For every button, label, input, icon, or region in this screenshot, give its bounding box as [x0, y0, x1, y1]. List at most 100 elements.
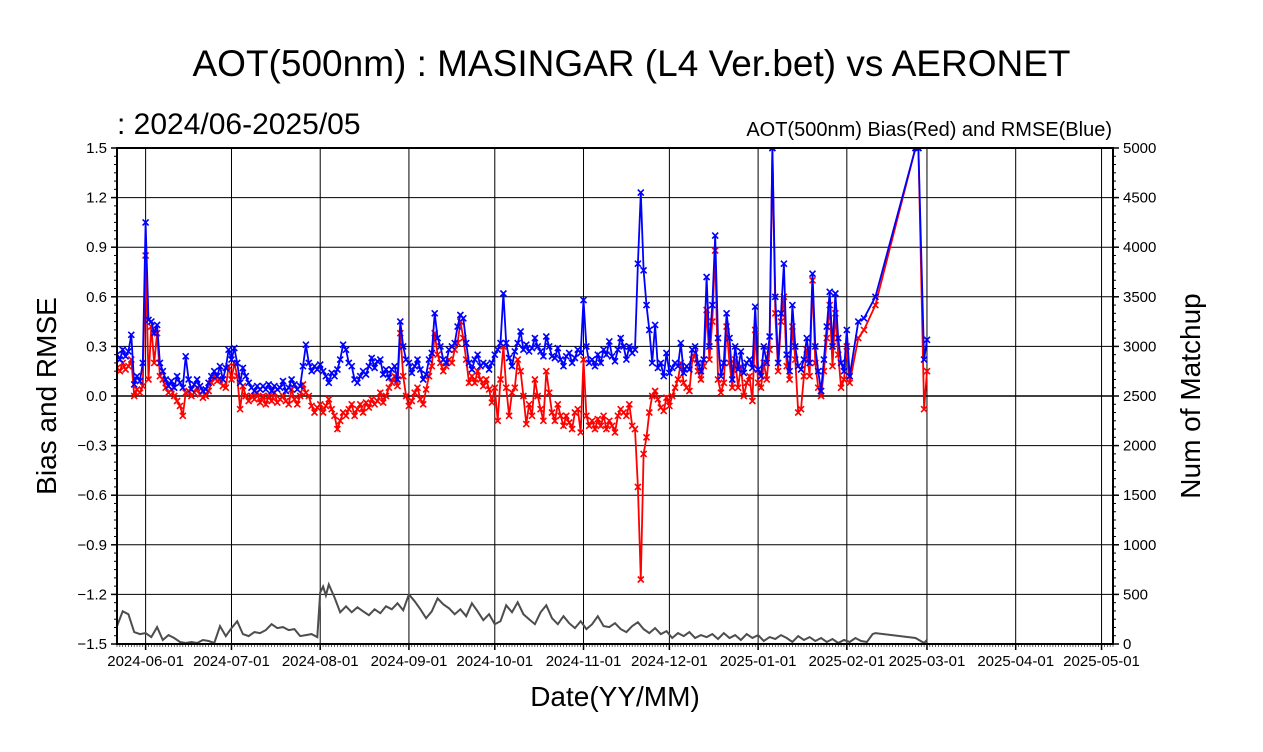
bias-point [594, 415, 602, 423]
rmse-point [786, 367, 794, 375]
bias-point [522, 420, 530, 428]
bias-point [545, 389, 553, 397]
bias-point [645, 408, 653, 417]
bias-point [416, 395, 424, 403]
rmse-point [846, 372, 854, 380]
rmse-point [202, 385, 210, 393]
gridlines [117, 148, 1113, 644]
bias-point [705, 356, 713, 364]
rmse-point [139, 359, 147, 367]
bias-point [585, 422, 593, 430]
bias-point [290, 395, 298, 403]
rmse-point [339, 341, 347, 349]
rmse-point [342, 346, 350, 354]
rmse-point [227, 356, 236, 364]
rmse-point [768, 148, 776, 152]
rmse-point [660, 372, 668, 380]
bias-point [468, 372, 476, 380]
y2-tick-label: 5000 [1123, 140, 1156, 157]
rmse-point [697, 367, 705, 375]
bias-point [236, 405, 244, 413]
rmse-point [823, 323, 831, 331]
bias-point [562, 412, 570, 420]
bias-point [422, 385, 430, 393]
rmse-point [522, 341, 530, 349]
bias-point [600, 412, 608, 420]
rmse-point [428, 349, 436, 357]
bias-point [685, 387, 693, 395]
bias-point [651, 387, 659, 395]
y-tick-label: 1.5 [86, 140, 107, 157]
rmse-point [299, 362, 307, 370]
chart-title: AOT(500nm) : MASINGAR (L4 Ver.bet) vs AE… [192, 43, 1071, 84]
rmse-point [465, 359, 473, 367]
bias-point [342, 412, 350, 420]
rmse-point [662, 349, 671, 357]
rmse-point [602, 351, 610, 359]
rmse-point [422, 370, 430, 379]
bias-point [328, 405, 336, 413]
bias-point [362, 399, 370, 407]
x-tick-label: 2024-09-01 [371, 653, 448, 670]
rmse-point [207, 372, 215, 380]
bias-point [697, 375, 705, 384]
bias-point [622, 412, 630, 420]
bias-point [382, 392, 390, 400]
y2-tick-label: 2000 [1123, 438, 1156, 455]
bias-point [124, 362, 132, 370]
bias-point [379, 399, 387, 407]
bias-point [828, 362, 837, 370]
bias-point [605, 417, 613, 425]
bias-point [502, 384, 510, 392]
bias-point [528, 412, 536, 420]
bias-point [800, 372, 808, 380]
bias-point [511, 384, 519, 392]
y2-tick-label: 3000 [1123, 338, 1156, 355]
bias-point [648, 392, 656, 400]
bias-point [537, 405, 545, 413]
y-tick-label: −0.9 [77, 537, 107, 554]
rmse-point [680, 369, 688, 377]
bias-point [542, 367, 550, 375]
rmse-point [631, 346, 639, 354]
rmse-point [625, 342, 633, 350]
bias-point [660, 407, 668, 415]
rmse-point [791, 342, 799, 350]
bias-point [539, 417, 547, 425]
bias-point [259, 392, 267, 400]
bias-point [837, 384, 845, 392]
bias-point [419, 400, 427, 408]
rmse-point [474, 351, 482, 359]
rmse-point [751, 303, 759, 311]
rmse-point [648, 359, 656, 367]
bias-point [262, 400, 270, 408]
rmse-point [471, 356, 479, 364]
rmse-point [499, 289, 507, 298]
rmse-point [588, 356, 596, 364]
bias-point [568, 425, 576, 433]
rmse-point [728, 375, 736, 384]
rmse-point [399, 342, 407, 350]
bias-point [353, 405, 361, 413]
bias-point [265, 392, 273, 400]
bias-point [434, 351, 442, 359]
rmse-point [677, 339, 685, 347]
bias-point [720, 379, 728, 387]
rmse-point [290, 380, 298, 388]
rmse-point [705, 342, 713, 350]
bias-point [728, 384, 736, 392]
x-tick-label: 2024-10-01 [456, 653, 533, 670]
rmse-point [674, 362, 682, 370]
rmse-line [117, 148, 928, 393]
rmse-point [336, 356, 344, 364]
y-tick-label: 1.2 [86, 190, 107, 207]
rmse-point [385, 374, 393, 382]
rmse-point [164, 382, 173, 390]
bias-point [582, 412, 590, 420]
rmse-point [502, 339, 510, 347]
legend-note: AOT(500nm) Bias(Red) and RMSE(Blue) [746, 119, 1112, 141]
rmse-point [517, 327, 525, 336]
rmse-point [156, 359, 164, 367]
rmse-point [871, 293, 879, 301]
rmse-point [308, 367, 316, 375]
